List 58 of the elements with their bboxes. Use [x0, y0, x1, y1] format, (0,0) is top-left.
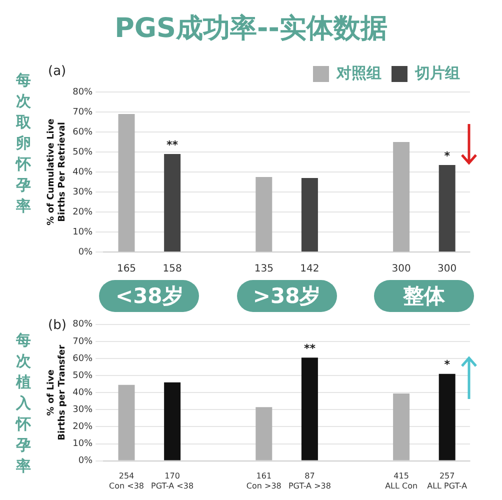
text: >38岁	[236, 280, 337, 312]
x-tick-label: 254 Con <38	[109, 472, 144, 490]
text: (b)	[48, 318, 66, 333]
x-tick-label: 300	[438, 264, 457, 275]
y-tick-label: 10%	[72, 227, 94, 238]
chart-title: PGS成功率--实体数据	[114, 12, 388, 46]
y-tick-label: 70%	[72, 107, 94, 118]
bar	[118, 114, 135, 252]
bar	[301, 178, 318, 252]
y-tick-label: 0%	[78, 247, 94, 258]
bar	[438, 374, 456, 460]
annotation: **	[304, 342, 316, 356]
y-tick-label: 20%	[72, 422, 94, 432]
x-tick-label: 158	[162, 264, 182, 275]
x-tick-label: 300	[392, 264, 411, 275]
x-tick-label: 135	[254, 264, 274, 275]
bar	[256, 177, 272, 252]
bar	[438, 165, 456, 252]
bar	[393, 393, 410, 460]
bar	[164, 382, 181, 460]
text: 每次植入怀孕率	[16, 330, 32, 477]
x-tick-label: 142	[300, 264, 320, 275]
y-axis-title: % of Cumulative Live Births Per Retrieval	[46, 118, 68, 226]
x-tick-label: 161 Con >38	[246, 472, 282, 490]
y-tick-label: 40%	[72, 167, 94, 178]
text: <38岁	[99, 280, 200, 312]
annotation: *	[444, 149, 450, 162]
x-tick-label: 415 ALL Con	[385, 472, 418, 490]
y-tick-label: 30%	[72, 404, 94, 415]
y-tick-label: 30%	[72, 187, 94, 198]
text: (a)	[48, 64, 66, 79]
bar	[393, 142, 410, 252]
y-tick-label: 70%	[72, 336, 94, 347]
y-tick-label: 50%	[72, 147, 94, 158]
bar	[118, 384, 135, 460]
annotation: **	[166, 138, 178, 152]
y-tick-label: 40%	[72, 388, 94, 398]
y-tick-label: 60%	[72, 354, 94, 364]
bar	[164, 154, 181, 252]
y-axis-title: % of Live Births per Transfer	[46, 344, 68, 440]
y-tick-label: 50%	[72, 370, 94, 381]
bar	[301, 358, 318, 460]
legend-label: 切片组	[414, 64, 460, 82]
y-tick-label: 60%	[72, 127, 94, 138]
text: 每次取卵怀孕率	[16, 70, 32, 217]
x-tick-label: 257 ALL PGT-A	[427, 472, 468, 490]
x-tick-label: 87 PGT-A >38	[288, 472, 331, 490]
y-tick-label: 80%	[72, 320, 94, 330]
x-tick-label: 170 PGT-A <38	[151, 472, 194, 490]
legend-label: 对照组	[336, 64, 382, 82]
text: 整体	[374, 280, 474, 312]
x-tick-label: 165	[116, 264, 136, 275]
bar	[256, 407, 272, 460]
y-tick-label: 80%	[72, 87, 94, 98]
y-tick-label: 0%	[78, 456, 94, 466]
y-tick-label: 20%	[72, 207, 94, 218]
y-tick-label: 10%	[72, 439, 94, 450]
annotation: *	[444, 358, 450, 372]
